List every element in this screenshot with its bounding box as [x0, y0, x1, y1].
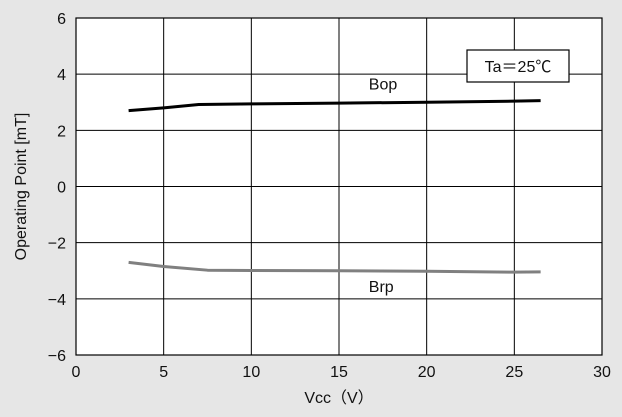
series-line-brp: [128, 260, 541, 274]
y-tick-label: 2: [57, 123, 66, 140]
x-tick-label: 15: [330, 364, 348, 381]
y-tick-label: 0: [57, 180, 66, 197]
plot-border: [75, 17, 603, 356]
x-axis-title: Vcc（V）: [304, 389, 373, 407]
y-tick-label: 6: [57, 11, 66, 28]
x-tick-label: 0: [72, 364, 81, 381]
y-tick-label: −2: [48, 236, 66, 253]
y-axis-title: Operating Point [mT]: [13, 113, 30, 261]
series-labels: Bop Brp: [369, 77, 398, 296]
tick-labels: 0 5 10 15 20 25 30 −6 −4 −2 0 2 4 6: [48, 11, 611, 381]
annotation-box: Ta＝25℃: [466, 49, 570, 83]
series-label-bop: Bop: [369, 77, 398, 94]
series-line-bop: [128, 99, 541, 113]
x-tick-label: 25: [505, 364, 523, 381]
y-tick-label: 4: [57, 67, 66, 84]
series-label-brp: Brp: [369, 279, 394, 296]
annotation-text: Ta＝25℃: [485, 59, 552, 76]
annotation-frame: [466, 49, 570, 83]
y-tick-label: −4: [48, 292, 66, 309]
x-tick-label: 10: [242, 364, 260, 381]
x-tick-label: 30: [593, 364, 611, 381]
x-tick-label: 5: [159, 364, 168, 381]
x-tick-label: 20: [418, 364, 436, 381]
y-tick-label: −6: [48, 348, 66, 365]
series-lines: [128, 99, 541, 274]
